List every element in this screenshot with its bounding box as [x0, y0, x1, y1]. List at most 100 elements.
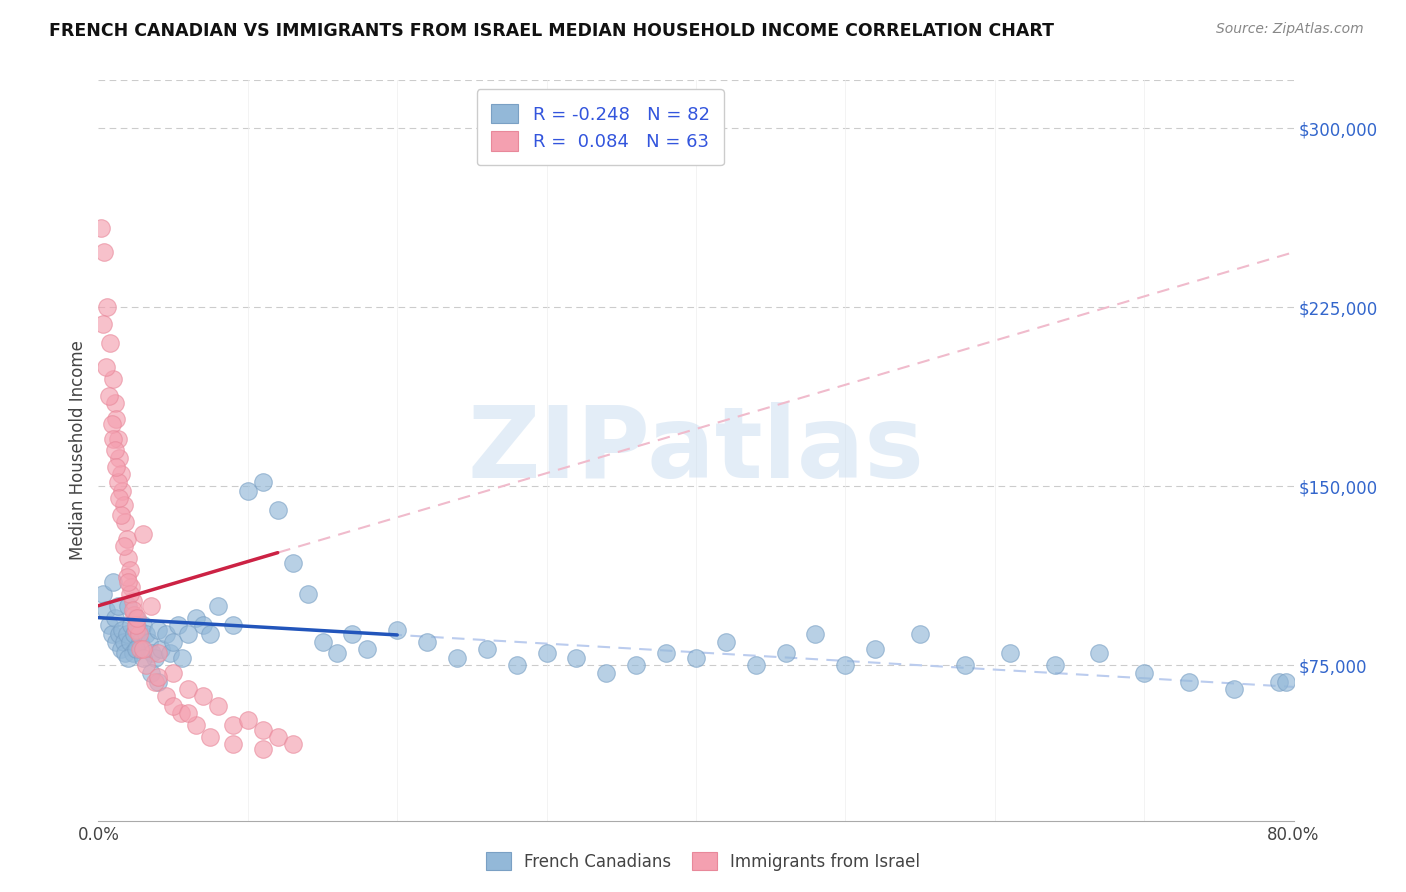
Point	[252, 723, 274, 737]
Point	[104, 395, 127, 409]
Point	[129, 641, 152, 656]
Point	[148, 675, 170, 690]
Point	[446, 651, 468, 665]
Point	[120, 617, 142, 632]
Point	[834, 658, 856, 673]
Point	[626, 658, 648, 673]
Point	[121, 603, 143, 617]
Point	[97, 388, 120, 402]
Point	[108, 627, 131, 641]
Legend: French Canadians, Immigrants from Israel: French Canadians, Immigrants from Israel	[478, 844, 928, 880]
Point	[775, 647, 797, 661]
Point	[112, 539, 135, 553]
Point	[94, 603, 117, 617]
Point	[143, 651, 166, 665]
Point	[115, 570, 138, 584]
Point	[118, 634, 141, 648]
Point	[267, 503, 290, 517]
Point	[177, 682, 200, 697]
Point	[132, 641, 155, 656]
Point	[177, 706, 200, 721]
Point	[1133, 665, 1156, 680]
Point	[93, 245, 115, 260]
Point	[98, 336, 122, 351]
Point	[143, 675, 166, 690]
Point	[162, 634, 184, 648]
Point	[132, 617, 155, 632]
Point	[125, 610, 148, 624]
Point	[565, 651, 588, 665]
Point	[207, 698, 229, 713]
Point	[148, 623, 170, 637]
Text: Source: ZipAtlas.com: Source: ZipAtlas.com	[1216, 22, 1364, 37]
Point	[128, 623, 150, 637]
Point	[103, 574, 125, 589]
Point	[104, 443, 127, 458]
Point	[150, 641, 173, 656]
Point	[107, 432, 129, 446]
Point	[128, 627, 150, 641]
Point	[416, 634, 439, 648]
Point	[117, 651, 139, 665]
Point	[108, 450, 131, 465]
Point	[91, 317, 114, 331]
Point	[96, 300, 118, 314]
Point	[536, 647, 558, 661]
Text: FRENCH CANADIAN VS IMMIGRANTS FROM ISRAEL MEDIAN HOUSEHOLD INCOME CORRELATION CH: FRENCH CANADIAN VS IMMIGRANTS FROM ISRAE…	[49, 22, 1054, 40]
Point	[148, 670, 170, 684]
Point	[998, 647, 1021, 661]
Point	[191, 617, 214, 632]
Point	[111, 623, 134, 637]
Point	[141, 647, 163, 661]
Point	[281, 556, 304, 570]
Point	[108, 491, 131, 506]
Y-axis label: Median Household Income: Median Household Income	[69, 341, 87, 560]
Point	[207, 599, 229, 613]
Point	[162, 665, 184, 680]
Point	[155, 690, 177, 704]
Point	[139, 599, 162, 613]
Point	[117, 599, 139, 613]
Point	[155, 627, 177, 641]
Point	[112, 499, 135, 513]
Point	[159, 647, 181, 661]
Point	[200, 730, 222, 744]
Point	[745, 658, 768, 673]
Point	[105, 460, 128, 475]
Point	[162, 698, 184, 713]
Point	[115, 627, 138, 641]
Point	[169, 706, 191, 721]
Point	[311, 634, 333, 648]
Point	[236, 714, 259, 728]
Point	[297, 587, 319, 601]
Point	[132, 527, 155, 541]
Point	[222, 617, 245, 632]
Point	[1223, 682, 1246, 697]
Point	[908, 627, 931, 641]
Point	[90, 221, 112, 235]
Point	[104, 610, 127, 624]
Point	[655, 647, 678, 661]
Point	[124, 608, 146, 623]
Point	[112, 634, 135, 648]
Point	[1267, 675, 1289, 690]
Point	[236, 484, 259, 499]
Point	[953, 658, 976, 673]
Point	[105, 634, 128, 648]
Point	[138, 634, 160, 648]
Point	[506, 658, 529, 673]
Text: ZIPatlas: ZIPatlas	[468, 402, 924, 499]
Point	[139, 665, 162, 680]
Point	[127, 641, 149, 656]
Point	[101, 627, 124, 641]
Point	[127, 610, 149, 624]
Point	[135, 627, 157, 641]
Point	[166, 617, 188, 632]
Point	[252, 475, 274, 489]
Point	[1178, 675, 1201, 690]
Point	[129, 634, 152, 648]
Point	[101, 417, 124, 432]
Point	[110, 467, 132, 482]
Point	[97, 617, 120, 632]
Point	[475, 641, 498, 656]
